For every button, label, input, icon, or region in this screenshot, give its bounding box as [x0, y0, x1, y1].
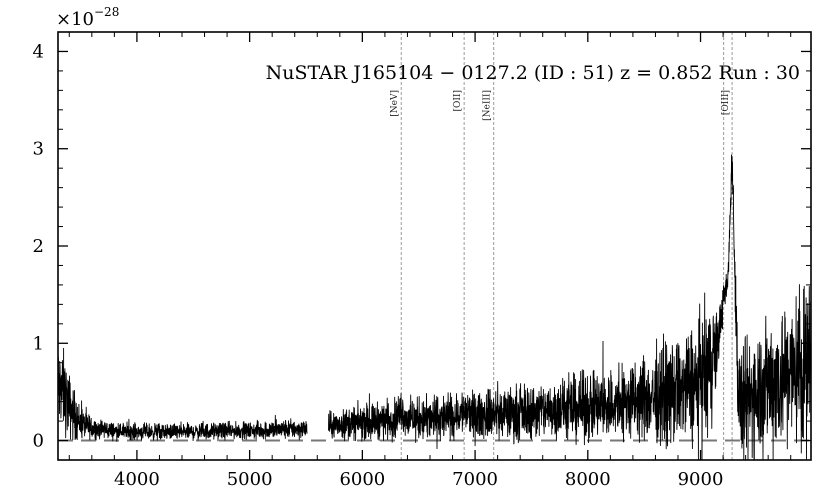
y-multiplier-base: ×10 — [56, 9, 94, 30]
spectrum-series — [57, 347, 308, 442]
x-tick-label: 4000 — [114, 469, 160, 490]
y-tick-label: 0 — [33, 431, 44, 452]
ticks-layer — [58, 32, 811, 461]
emission-line-label: [NeV] — [390, 90, 400, 117]
series-layer — [57, 154, 812, 461]
y-multiplier-exponent: −28 — [94, 5, 119, 19]
x-tick-label: 6000 — [339, 469, 385, 490]
emission-line-label: [NeIII] — [483, 90, 493, 121]
spectrum-series — [328, 154, 812, 461]
x-tick-label: 8000 — [565, 469, 611, 490]
chart-title: NuSTAR J165104 − 0127.2 (ID : 51) z = 0.… — [266, 62, 800, 84]
y-tick-label: 2 — [33, 236, 44, 257]
x-tick-label: 5000 — [227, 469, 273, 490]
tick-labels-layer: 4000 5000 6000 7000 8000 9000 0 1 2 3 4 — [33, 41, 724, 490]
x-tick-label: 9000 — [678, 469, 724, 490]
emission-line-label: [OII] — [453, 90, 463, 112]
y-tick-label: 4 — [33, 41, 44, 62]
y-multiplier: ×10−28 — [56, 5, 119, 30]
emission-lines-layer: [NeV] [OII] [NeIII] [OIII] — [390, 32, 733, 460]
y-tick-label: 1 — [33, 333, 44, 354]
y-tick-label: 3 — [33, 139, 44, 160]
x-tick-label: 7000 — [452, 469, 498, 490]
emission-line-label: [OIII] — [721, 90, 731, 115]
